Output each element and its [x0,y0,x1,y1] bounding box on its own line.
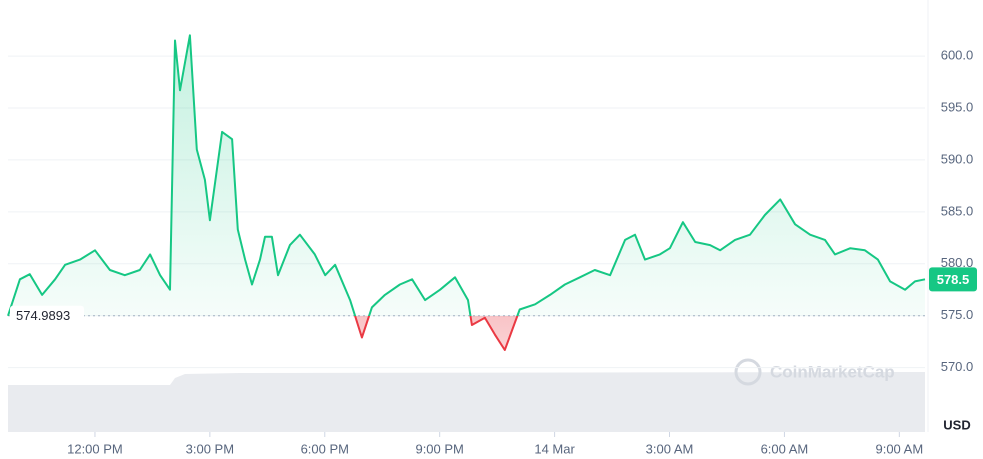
price-tag [929,267,977,292]
area-fill [8,35,925,351]
x-tick-label: 3:00 AM [646,441,694,456]
x-tick-label: 6:00 PM [301,441,349,456]
volume-area [8,372,925,432]
watermark-logo [734,358,762,386]
x-tick-label: 3:00 PM [186,441,234,456]
y-tick-label: 600.0 [941,48,974,63]
baseline-label-bg [10,305,84,326]
price-line [7,34,926,351]
x-tick-label: 9:00 PM [415,441,463,456]
y-tick-label: 585.0 [941,203,974,218]
currency-label: USD [943,417,970,432]
watermark-text: CoinMarketCap [770,362,895,381]
baseline-label: 574.9893 [16,308,70,323]
y-tick-label: 590.0 [941,151,974,166]
price-tag-label: 578.5 [937,272,970,287]
y-tick-label: 580.0 [941,255,974,270]
y-tick-label: 570.0 [941,359,974,374]
y-tick-label: 575.0 [941,307,974,322]
x-tick-label: 12:00 PM [67,441,123,456]
y-tick-label: 595.0 [941,99,974,114]
x-tick-label: 6:00 AM [761,441,809,456]
x-tick-label: 14 Mar [534,441,575,456]
x-tick-label: 9:00 AM [875,441,923,456]
